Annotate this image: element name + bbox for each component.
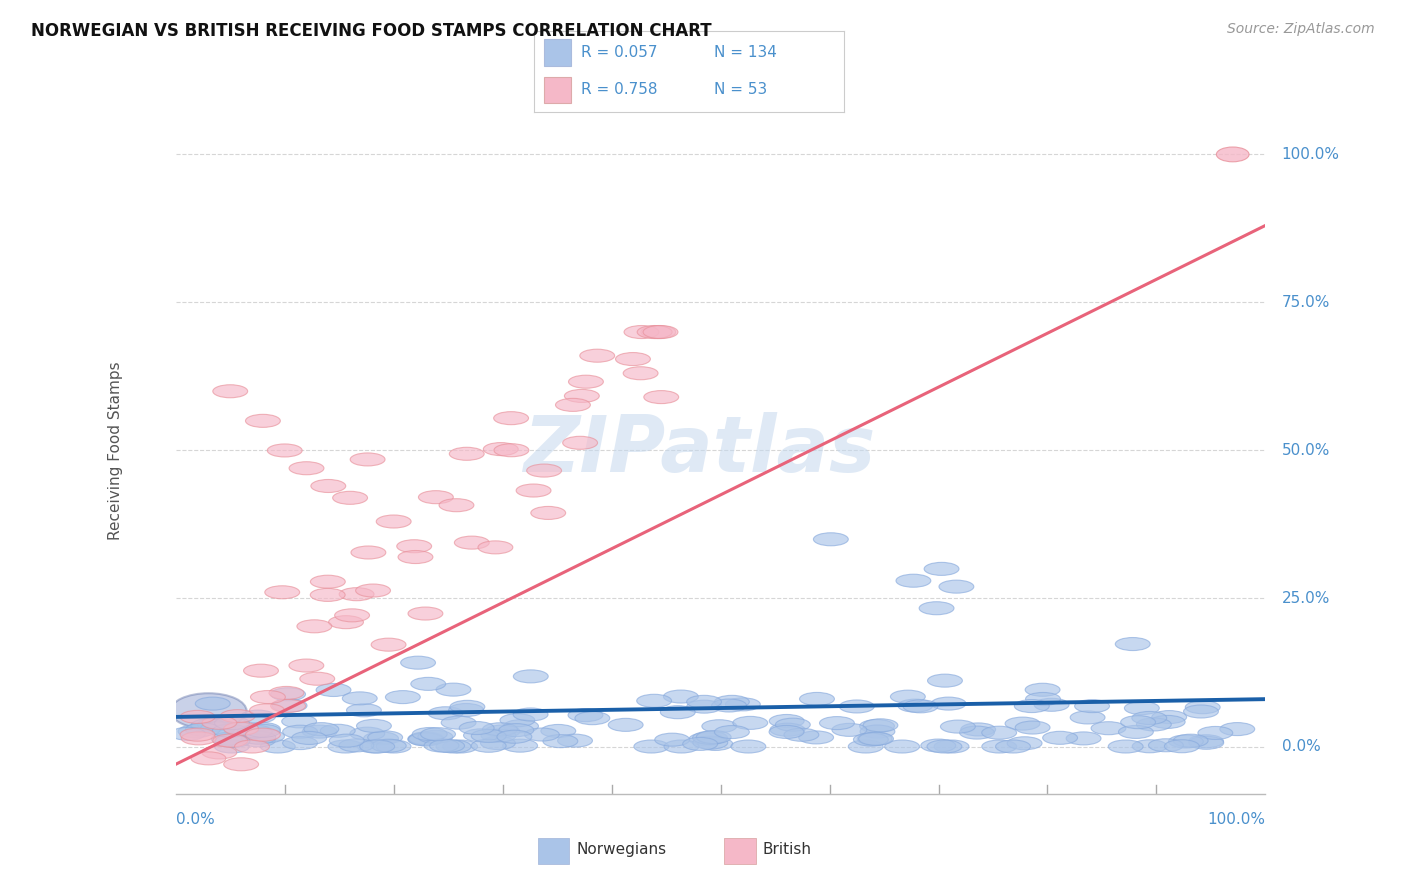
- Ellipse shape: [1216, 147, 1249, 161]
- FancyBboxPatch shape: [544, 39, 571, 66]
- FancyBboxPatch shape: [724, 838, 756, 863]
- Ellipse shape: [170, 693, 246, 729]
- Text: N = 53: N = 53: [714, 82, 766, 97]
- Text: Norwegians: Norwegians: [576, 842, 666, 857]
- Text: R = 0.758: R = 0.758: [581, 82, 657, 97]
- Text: 100.0%: 100.0%: [1208, 812, 1265, 827]
- Text: 50.0%: 50.0%: [1282, 443, 1330, 458]
- Text: British: British: [762, 842, 811, 857]
- Text: 75.0%: 75.0%: [1282, 295, 1330, 310]
- Text: Source: ZipAtlas.com: Source: ZipAtlas.com: [1227, 22, 1375, 37]
- FancyBboxPatch shape: [544, 77, 571, 103]
- Text: 100.0%: 100.0%: [1282, 147, 1340, 162]
- FancyBboxPatch shape: [537, 838, 569, 863]
- Text: N = 134: N = 134: [714, 45, 776, 60]
- Text: R = 0.057: R = 0.057: [581, 45, 657, 60]
- Text: NORWEGIAN VS BRITISH RECEIVING FOOD STAMPS CORRELATION CHART: NORWEGIAN VS BRITISH RECEIVING FOOD STAM…: [31, 22, 711, 40]
- Text: Receiving Food Stamps: Receiving Food Stamps: [108, 361, 124, 540]
- Text: 0.0%: 0.0%: [1282, 739, 1320, 754]
- Text: 25.0%: 25.0%: [1282, 591, 1330, 606]
- Text: 0.0%: 0.0%: [176, 812, 215, 827]
- Text: ZIPatlas: ZIPatlas: [523, 412, 875, 489]
